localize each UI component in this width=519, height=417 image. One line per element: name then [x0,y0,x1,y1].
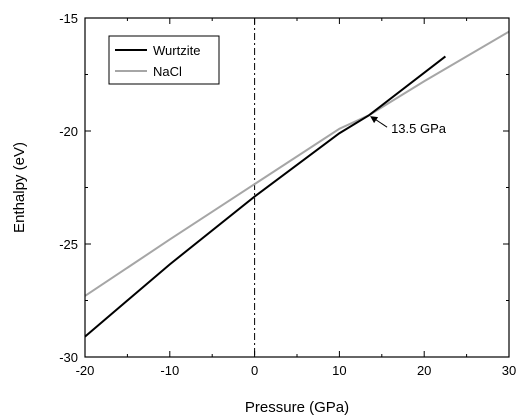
legend: Wurtzite NaCl [108,35,220,85]
x-axis-label: Pressure (GPa) [245,399,349,416]
legend-label: NaCl [153,64,182,79]
y-axis-label: Enthalpy (eV) [11,142,28,233]
annotation: 13.5 GPa [370,116,447,136]
legend-box [108,35,220,85]
y-tick-label: -20 [59,124,78,139]
x-tick-label: 10 [332,363,346,378]
annotation-label: 13.5 GPa [391,121,447,136]
x-tick-label: 30 [502,363,516,378]
y-tick-label: -25 [59,237,78,252]
y-tick-label: -15 [59,11,78,26]
x-tick-label: 0 [251,363,258,378]
series-line-wurtzite [84,55,447,338]
x-tick-label: 20 [417,363,431,378]
legend-label: Wurtzite [153,43,200,58]
series-group [84,30,510,338]
axis-ticks: -20 -10 0 10 20 30 -30 -25 -20 -15 [59,11,516,378]
series-line-nacl [84,30,510,297]
annotation-arrowhead [370,116,379,124]
x-tick-label: -10 [160,363,179,378]
y-tick-label: -30 [59,350,78,365]
x-tick-label: -20 [76,363,95,378]
